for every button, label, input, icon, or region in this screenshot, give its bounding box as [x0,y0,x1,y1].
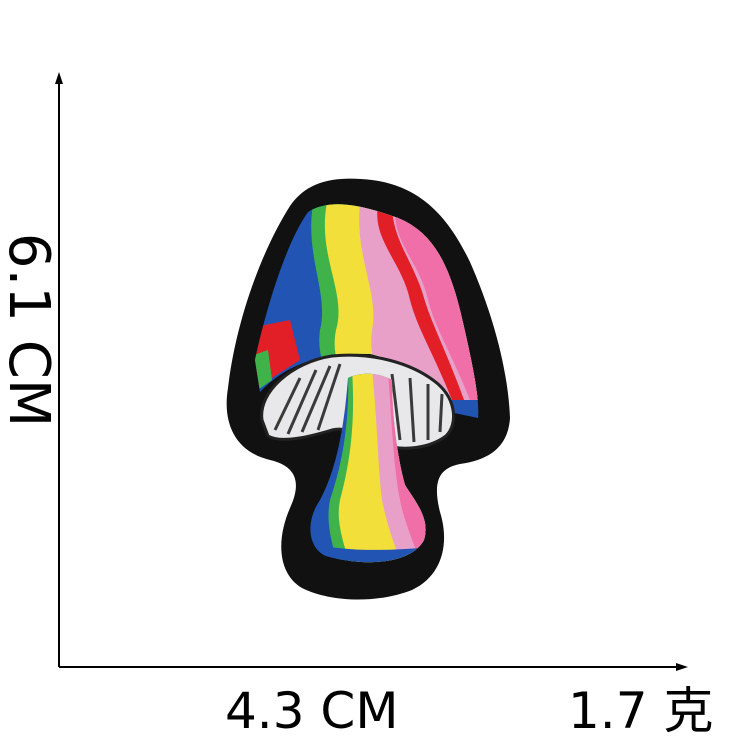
vertical-axis [55,72,63,667]
height-dimension-label: 6.1 CM [0,232,61,428]
width-dimension-label: 4.3 CM [225,682,399,740]
horizontal-axis [59,663,688,671]
weight-label: 1.7 克 [568,682,714,740]
